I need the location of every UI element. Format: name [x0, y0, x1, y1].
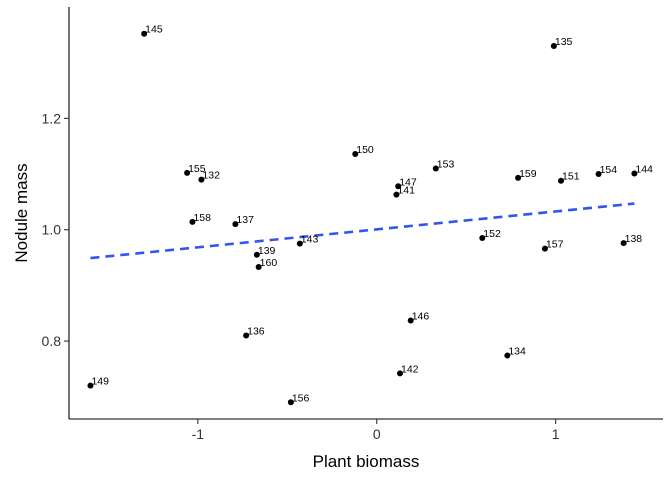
data-point — [479, 235, 486, 242]
data-point — [395, 183, 402, 190]
data-point — [631, 170, 638, 177]
x-axis-title: Plant biomass — [313, 452, 420, 471]
point-label: 143 — [301, 234, 319, 246]
point-label: 149 — [91, 376, 109, 388]
point-label: 136 — [247, 325, 265, 337]
data-point — [232, 221, 239, 228]
data-point — [255, 264, 262, 271]
point-label: 157 — [546, 239, 564, 251]
point-label: 154 — [600, 164, 618, 176]
y-tick-label: 1.0 — [42, 222, 62, 238]
point-label: 159 — [519, 168, 537, 180]
point-label: 160 — [260, 257, 278, 269]
point-label: 146 — [412, 310, 430, 322]
point-label: 158 — [193, 212, 211, 224]
data-point — [87, 382, 94, 389]
point-label: 152 — [483, 228, 501, 240]
data-point — [515, 174, 522, 181]
point-label: 137 — [236, 214, 254, 226]
data-point — [141, 30, 148, 37]
x-axis-ticks: -1 0 1 — [192, 419, 560, 442]
point-label: 150 — [356, 144, 374, 156]
point-label: 135 — [555, 36, 573, 48]
point-label: 141 — [397, 185, 415, 197]
data-point — [189, 218, 196, 225]
point-label: 139 — [258, 245, 276, 257]
point-label: 147 — [399, 176, 417, 188]
data-point — [550, 42, 557, 49]
point-label: 138 — [625, 233, 643, 245]
point-label: 145 — [145, 24, 163, 36]
point-label: 155 — [188, 163, 206, 175]
point-label: 151 — [562, 171, 580, 183]
y-tick-label: 0.8 — [42, 333, 62, 349]
data-point — [595, 171, 602, 178]
data-point — [541, 245, 548, 252]
y-axis-ticks: 0.8 1.0 1.2 — [42, 110, 69, 349]
y-axis-title: Nodule mass — [12, 163, 31, 262]
data-point — [198, 176, 205, 183]
point-label: 156 — [292, 392, 310, 404]
point-label: 153 — [437, 158, 455, 170]
y-tick-label: 1.2 — [42, 110, 62, 126]
point-label: 134 — [508, 346, 526, 358]
x-tick-label: 0 — [373, 426, 381, 442]
data-point — [296, 240, 303, 247]
data-point — [253, 251, 260, 258]
x-tick-label: 1 — [552, 426, 560, 442]
data-point — [352, 150, 359, 157]
point-label: 144 — [635, 163, 653, 175]
data-point — [393, 191, 400, 198]
data-point — [407, 317, 414, 324]
data-point — [396, 370, 403, 377]
trend-line — [90, 202, 635, 260]
data-point — [432, 165, 439, 172]
data-point — [620, 240, 627, 247]
point-label: 142 — [401, 363, 419, 375]
point-label: 132 — [202, 170, 220, 182]
x-tick-label: -1 — [192, 426, 205, 442]
data-point — [287, 399, 294, 406]
data-point — [558, 177, 565, 184]
data-point — [184, 169, 191, 176]
data-point — [243, 332, 250, 339]
data-point — [504, 352, 511, 359]
